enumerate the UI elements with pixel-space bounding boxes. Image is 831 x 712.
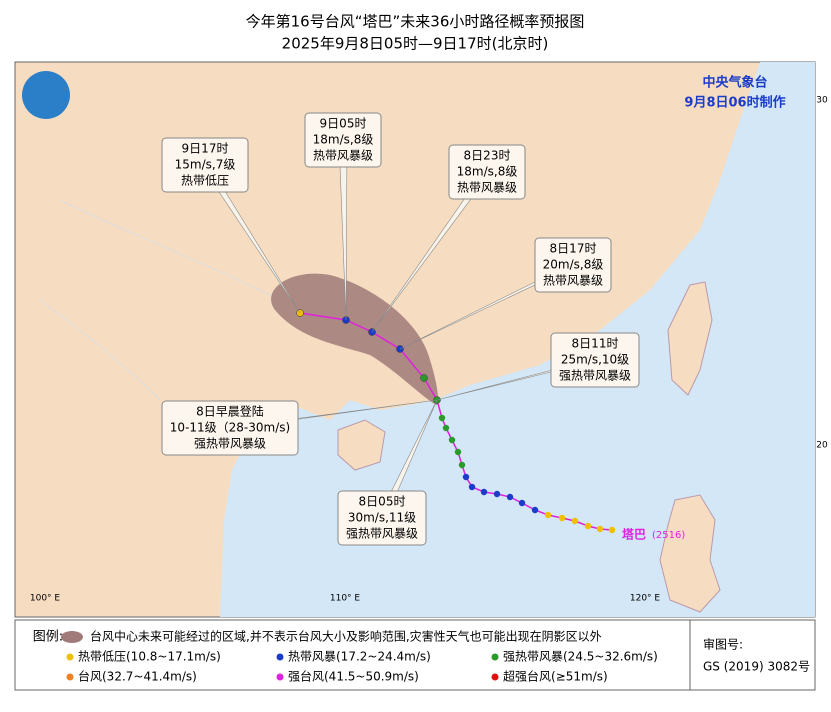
legend-label: 热带低压(10.8~17.1m/s) — [78, 650, 221, 664]
callout-text: 9日05时 — [320, 117, 367, 131]
track-point — [571, 517, 579, 525]
legend-label: 热带风暴(17.2~24.4m/s) — [288, 650, 431, 664]
forecast-point — [420, 374, 428, 382]
callout-text: 9日17时 — [182, 142, 229, 156]
luzon — [659, 494, 721, 613]
callout-text: 18m/s,8级 — [313, 133, 374, 147]
legend-dot — [66, 673, 74, 681]
approval-number: GS (2019) 3082号 — [703, 660, 810, 674]
logo — [22, 71, 70, 119]
lat-label: 30 — [816, 96, 828, 106]
taiwan — [667, 281, 713, 396]
callout-text: 30m/s,11级 — [348, 511, 416, 525]
track-point — [608, 526, 616, 534]
lon-label: 110° E — [330, 594, 361, 604]
callout-text: 热带低压 — [181, 174, 229, 188]
legend-cone-text: 台风中心未来可能经过的区域,并不表示台风大小及影响范围,灾害性天气也可能出现在阴… — [90, 629, 602, 644]
callout-box — [161, 137, 249, 193]
agency: 中央气象台 — [702, 75, 767, 91]
lon-label: 100° E — [30, 594, 61, 604]
legend-title: 图例: — [33, 630, 63, 645]
legend-label: 超强台风(≥51m/s) — [503, 669, 608, 684]
callout-text: 强热带风暴级 — [194, 437, 266, 451]
legend-label: 强热带风暴(24.5~32.6m/s) — [503, 650, 658, 664]
track-point — [558, 514, 566, 522]
track-point — [480, 488, 488, 496]
legend-dot — [491, 653, 499, 661]
hainan — [337, 419, 386, 471]
legend-box — [14, 619, 816, 691]
track-point — [544, 511, 552, 519]
callout-text: 8日23时 — [464, 149, 511, 163]
callout-box — [534, 237, 612, 293]
callout-text: 8日11时 — [572, 337, 619, 351]
track-point — [493, 490, 501, 498]
lat-label: 20 — [816, 441, 828, 451]
callout-text: 热带风暴级 — [543, 274, 603, 288]
callout-text: 热带风暴级 — [313, 149, 373, 163]
callout-text: 8日05时 — [359, 495, 406, 509]
track-point — [462, 473, 470, 481]
callout-text: 20m/s,8级 — [543, 258, 604, 272]
callout-text: 强热带风暴级 — [346, 527, 418, 541]
callout-text: 8日17时 — [550, 242, 597, 256]
legend-dot — [276, 653, 284, 661]
callout-box — [337, 490, 427, 546]
track-point — [438, 414, 446, 422]
track-point — [468, 483, 476, 491]
title: 今年第16号台风“塔巴”未来36小时路径概率预报图 — [246, 13, 585, 31]
callout-text: 25m/s,10级 — [561, 353, 629, 367]
issued: 9月8日06时制作 — [684, 95, 785, 111]
callout-text: 热带风暴级 — [457, 181, 517, 195]
track-point — [596, 525, 604, 533]
border — [39, 199, 281, 401]
callout-text: 15m/s,7级 — [175, 158, 236, 172]
callout-text: 10-11级（28-30m/s) — [170, 421, 290, 435]
storm-code: (2516) — [652, 530, 685, 541]
callout-text: 18m/s,8级 — [457, 165, 518, 179]
track-point — [506, 493, 514, 501]
track-point — [448, 436, 456, 444]
legend-dot — [276, 673, 284, 681]
lon-label: 120° E — [630, 594, 661, 604]
callout-box — [448, 144, 526, 200]
track-point — [458, 461, 466, 469]
callout-box — [550, 332, 640, 388]
track-point — [531, 506, 539, 514]
sea — [220, 62, 815, 617]
approval-label: 审图号: — [703, 637, 743, 652]
track-forecast — [299, 312, 438, 401]
callout-box — [161, 400, 299, 456]
storm-name: 塔巴 — [622, 527, 646, 542]
callout-text: 8日早晨登陆 — [196, 404, 264, 419]
track-point — [518, 499, 526, 507]
legend-label: 台风(32.7~41.4m/s) — [78, 669, 197, 684]
track-point — [442, 424, 450, 432]
legend-label: 强台风(41.5~50.9m/s) — [288, 669, 419, 684]
legend-dot — [66, 653, 74, 661]
subtitle: 2025年9月8日05时—9日17时(北京时) — [282, 35, 549, 53]
callout-box — [304, 112, 382, 168]
callout-text: 强热带风暴级 — [559, 369, 631, 383]
probability-cone — [271, 273, 438, 405]
track-point — [584, 522, 592, 530]
legend-cone — [61, 631, 83, 643]
legend-dot — [491, 673, 499, 681]
track-point — [454, 448, 462, 456]
